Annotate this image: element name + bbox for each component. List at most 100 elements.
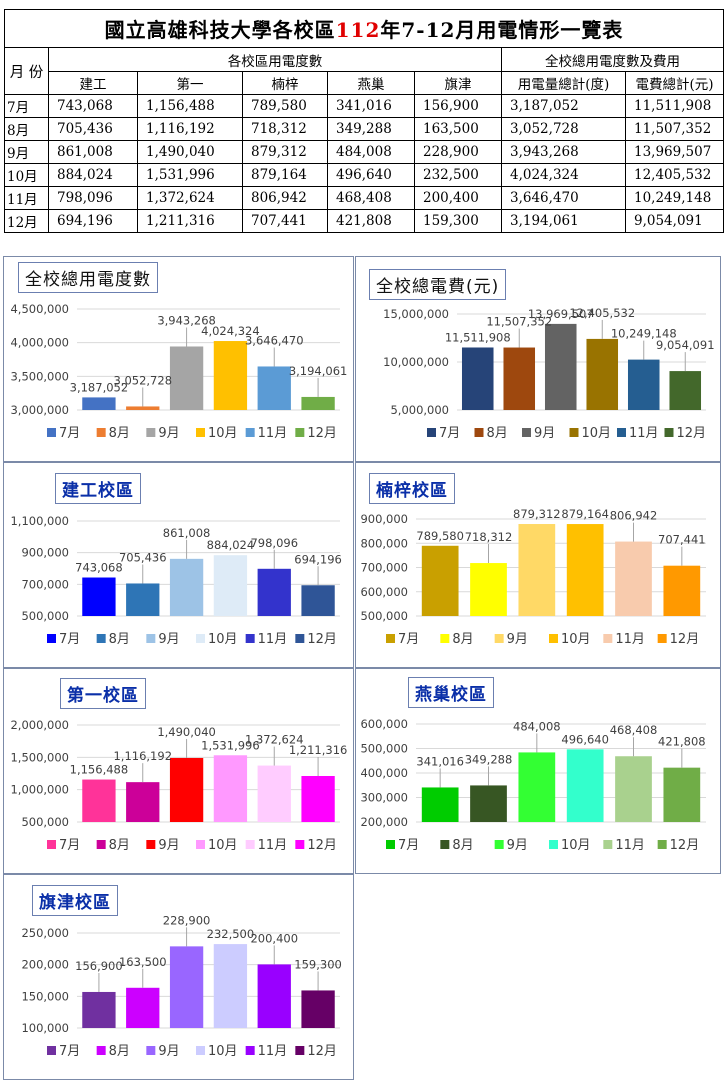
chart-panel-total-cost: 全校總電費(元) 5,000,000 10,000,000 15,000,000 11…: [355, 256, 721, 462]
bar-9月: [169, 946, 204, 1028]
table-row: 10月 884,024 1,531,996 879,164 496,640 232,500…: [4, 163, 725, 187]
legend-label: 11月: [258, 838, 288, 853]
legend-label: 8月: [109, 632, 130, 647]
legend-swatch: [146, 1046, 156, 1055]
bar-12月: [663, 767, 701, 822]
value-cell: 341,016: [327, 94, 415, 118]
total-group-header: 全校總用電度數及費用: [500, 47, 725, 72]
chart-title-total-kwh: 全校總用電度數: [18, 262, 158, 293]
month-cell: 12月: [4, 209, 49, 233]
legend-label: 10月: [208, 1044, 238, 1059]
bar-12月: [301, 396, 335, 410]
legend-label: 12月: [670, 632, 700, 647]
chart-panel-diyi: 第一校區 500,000 1,000,000 1,500,000 2,000,000 1…: [3, 668, 354, 874]
legend-label: 9月: [158, 426, 179, 441]
value-cell: 1,116,192: [137, 117, 243, 141]
data-label: 861,008: [163, 526, 211, 540]
legend-label: 10月: [561, 632, 591, 647]
data-label: 13,969,507: [528, 307, 594, 321]
value-cell: 3,646,470: [501, 186, 626, 210]
value-cell: 1,372,624: [137, 186, 243, 210]
value-cell: 3,194,061: [501, 209, 626, 233]
data-label: 3,646,470: [245, 333, 304, 347]
legend-swatch: [196, 634, 205, 643]
bar-10月: [213, 755, 248, 822]
col-header-total-kwh: 用電量總計(度): [501, 71, 626, 95]
data-label: 9,054,091: [656, 338, 715, 352]
table-row: 11月 798,096 1,372,624 806,942 468,408 200,400…: [4, 186, 725, 210]
value-cell: 468,408: [327, 186, 415, 210]
legend-swatch: [47, 428, 56, 437]
table-row: 8月 705,436 1,116,192 718,312 349,288 163,500 3…: [4, 117, 725, 141]
legend-swatch: [47, 1046, 56, 1055]
legend-swatch: [295, 634, 305, 643]
bar-10月: [213, 555, 248, 616]
y-tick-label: 2,000,000: [10, 718, 69, 732]
col-header-yanchao: 燕巢: [327, 71, 415, 95]
value-cell: 1,531,996: [137, 163, 243, 187]
legend-swatch: [603, 840, 613, 849]
legend-label: 11月: [615, 838, 645, 853]
value-cell: 484,008: [327, 140, 415, 164]
data-label: 743,068: [75, 561, 123, 575]
data-label: 200,400: [250, 931, 298, 945]
data-label: 3,052,728: [113, 373, 172, 387]
legend-label: 12月: [307, 632, 337, 647]
data-label: 484,008: [513, 719, 561, 733]
data-label: 156,900: [75, 959, 123, 973]
legend-label: 7月: [398, 632, 419, 647]
bar-9月: [518, 524, 556, 616]
legend-label: 7月: [59, 632, 80, 647]
y-tick-label: 900,000: [360, 512, 408, 526]
bar-10月: [213, 944, 248, 1028]
legend-swatch: [657, 634, 667, 643]
value-cell: 13,969,507: [624, 140, 725, 164]
data-label: 1,211,316: [289, 743, 348, 757]
chart-panel-qijin: 旗津校區 100,000 150,000 200,000 250,000 156,900…: [3, 874, 354, 1080]
value-cell: 349,288: [327, 117, 415, 141]
value-cell: 798,096: [48, 186, 138, 210]
data-label: 789,580: [416, 529, 464, 543]
legend-swatch: [386, 840, 395, 849]
bar-12月: [301, 585, 335, 616]
bar-8月: [126, 406, 160, 410]
y-tick-label: 150,000: [21, 989, 69, 1003]
y-tick-label: 500,000: [21, 815, 69, 829]
value-cell: 884,024: [48, 163, 138, 187]
value-cell: 10,249,148: [624, 186, 725, 210]
legend-swatch: [664, 428, 674, 437]
legend-label: 12月: [677, 426, 707, 441]
value-cell: 718,312: [242, 117, 328, 141]
data-label: 11,507,352: [486, 315, 552, 329]
bar-7月: [82, 991, 116, 1028]
bar-8月: [126, 782, 160, 822]
bar-11月: [257, 765, 291, 822]
bar-11月: [257, 366, 291, 410]
bar-8月: [470, 785, 507, 822]
table-row: 7月 743,068 1,156,488 789,580 341,016 156,900 3…: [4, 94, 725, 118]
legend-label: 11月: [629, 426, 659, 441]
y-tick-label: 900,000: [21, 546, 69, 560]
value-cell: 232,500: [414, 163, 502, 187]
data-label: 718,312: [465, 530, 513, 544]
y-tick-label: 200,000: [21, 958, 69, 972]
y-tick-label: 3,000,000: [10, 403, 69, 417]
chart-title-total-cost: 全校總電費(元): [369, 269, 507, 300]
legend-swatch: [146, 840, 156, 849]
value-cell: 200,400: [414, 186, 502, 210]
y-tick-label: 500,000: [360, 609, 408, 623]
data-label: 341,016: [416, 754, 464, 768]
y-tick-label: 700,000: [360, 561, 408, 575]
legend-swatch: [245, 428, 255, 437]
legend-swatch: [549, 840, 558, 849]
chart-title-jiangong: 建工校區: [55, 473, 141, 504]
value-cell: 1,211,316: [137, 209, 243, 233]
month-cell: 10月: [4, 163, 49, 187]
legend-label: 7月: [59, 1044, 80, 1059]
legend-label: 9月: [534, 426, 555, 441]
chart-panel-yanchao: 燕巢校區 200,000 300,000 400,000 500,000 600,000…: [355, 668, 721, 874]
data-label: 1,372,624: [245, 733, 304, 747]
legend-swatch: [440, 840, 450, 849]
legend-swatch: [96, 1046, 106, 1055]
bar-11月: [257, 964, 291, 1028]
